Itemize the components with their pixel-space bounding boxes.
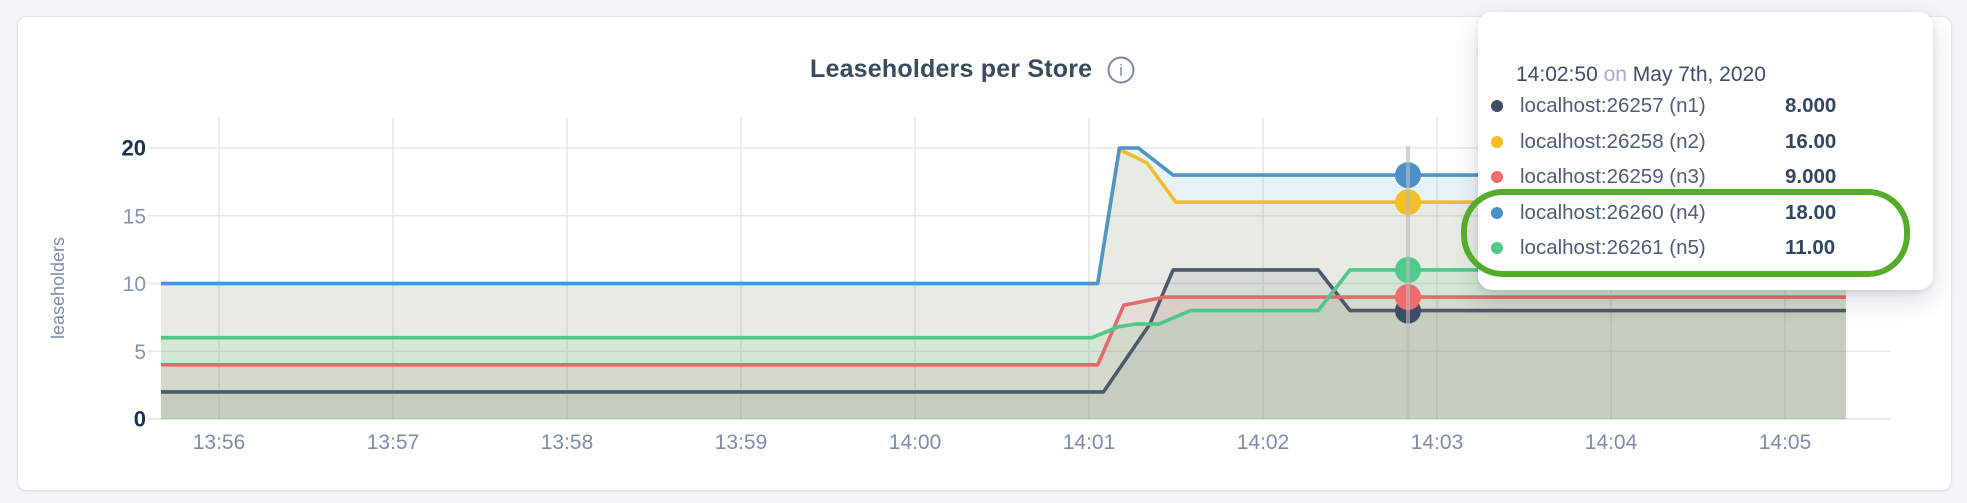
- svg-text:14:01: 14:01: [1063, 431, 1116, 454]
- series-dot-icon: [1491, 100, 1503, 112]
- svg-text:13:57: 13:57: [367, 431, 420, 454]
- y-axis-labels: 0 5 10 15 20: [122, 136, 146, 432]
- series-value: 11.00: [1785, 236, 1836, 259]
- info-icon[interactable]: i: [1107, 56, 1135, 84]
- tooltip-row: localhost:26260 (n4) 18.00: [1491, 200, 1836, 226]
- tooltip-timestamp: 14:02:50 on May 7th, 2020: [1516, 63, 1766, 87]
- svg-text:i: i: [1119, 61, 1123, 80]
- series-name: localhost:26261 (n5): [1520, 236, 1706, 259]
- tooltip-time: 14:02:50: [1516, 63, 1598, 86]
- svg-text:13:59: 13:59: [715, 431, 768, 454]
- x-axis-labels: 13:56 13:57 13:58 13:59 14:00 14:01 14:02 14:03…: [193, 431, 1812, 454]
- series-dot-icon: [1491, 135, 1503, 148]
- series-value: 9.000: [1785, 165, 1837, 188]
- series-name: localhost:26260 (n4): [1520, 200, 1706, 224]
- series-name: localhost:26259 (n3): [1520, 165, 1706, 188]
- svg-text:14:02: 14:02: [1237, 431, 1290, 454]
- hover-tooltip: 14:02:50 on May 7th, 2020 localhost:2625…: [1478, 12, 1933, 290]
- chart-title: Leaseholders per Store: [810, 55, 1093, 83]
- svg-text:20: 20: [122, 136, 146, 161]
- tooltip-row: localhost:26261 (n5) 11.00: [1491, 235, 1835, 261]
- svg-text:10: 10: [123, 273, 146, 296]
- series-dot-icon: [1491, 206, 1503, 219]
- series-lines: [161, 146, 1846, 394]
- y-axis-label: leaseholders: [48, 236, 68, 340]
- tooltip-row: localhost:26259 (n3) 9.000: [1491, 164, 1836, 190]
- svg-text:14:05: 14:05: [1759, 431, 1812, 454]
- svg-text:13:58: 13:58: [541, 431, 594, 454]
- svg-text:13:56: 13:56: [193, 431, 246, 454]
- svg-text:15: 15: [123, 205, 146, 228]
- svg-text:5: 5: [134, 341, 146, 364]
- tooltip-row: localhost:26257 (n1) 8.000: [1491, 93, 1836, 119]
- svg-text:14:03: 14:03: [1411, 431, 1464, 454]
- series-dot-icon: [1491, 171, 1503, 183]
- tooltip-row: localhost:26258 (n2) 16.00: [1491, 129, 1836, 155]
- tooltip-connector: on: [1603, 63, 1627, 86]
- svg-text:14:04: 14:04: [1585, 431, 1638, 454]
- series-value: 16.00: [1785, 129, 1837, 153]
- svg-text:14:00: 14:00: [889, 431, 942, 454]
- series-value: 18.00: [1785, 200, 1837, 224]
- series-name: localhost:26257 (n1): [1520, 94, 1706, 117]
- chart-header: Leaseholders per Store i: [810, 55, 1135, 84]
- tooltip-date: May 7th, 2020: [1632, 63, 1766, 86]
- series-value: 8.000: [1785, 94, 1837, 117]
- series-dot-icon: [1491, 242, 1503, 254]
- svg-text:0: 0: [134, 407, 146, 432]
- series-name: localhost:26258 (n2): [1520, 129, 1706, 153]
